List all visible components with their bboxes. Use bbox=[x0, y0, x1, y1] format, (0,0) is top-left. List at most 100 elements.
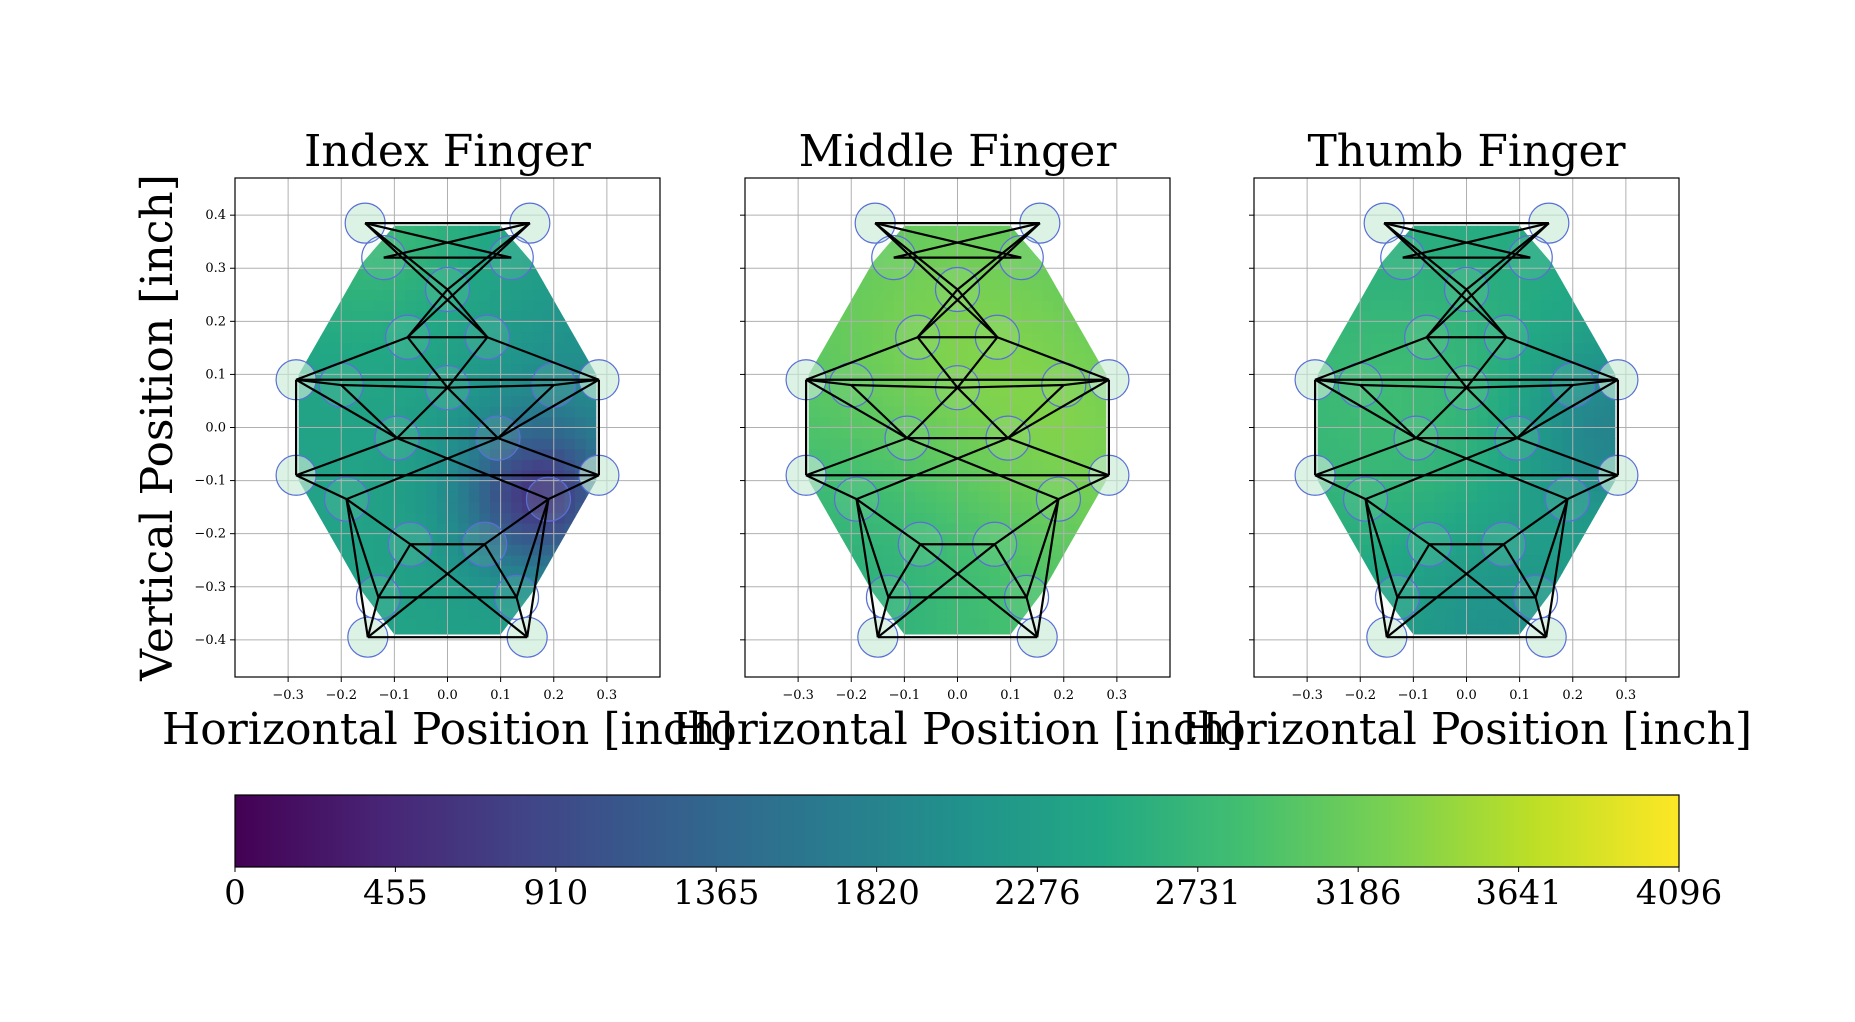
heatmap-cell bbox=[1530, 321, 1542, 333]
heatmap-cell bbox=[1328, 565, 1340, 577]
heatmap-cell bbox=[596, 502, 607, 513]
heatmap-cell bbox=[362, 427, 374, 439]
truss-edge bbox=[345, 498, 411, 546]
heatmap-cell bbox=[830, 278, 842, 291]
heatmap-cell bbox=[298, 618, 300, 630]
heatmap-cell bbox=[1572, 310, 1584, 322]
heatmap-cell bbox=[1031, 523, 1044, 535]
heatmap-cell bbox=[1349, 300, 1361, 312]
heatmap-cell bbox=[1445, 523, 1457, 535]
heatmap-cell bbox=[309, 268, 321, 280]
heatmap-cell bbox=[1455, 225, 1468, 237]
heatmap-cell bbox=[1317, 257, 1329, 269]
heatmap-cell bbox=[543, 289, 555, 301]
heatmap-cell bbox=[298, 331, 310, 344]
heatmap-cell bbox=[1434, 629, 1446, 635]
heatmap-cell bbox=[1085, 427, 1097, 439]
heatmap-cell bbox=[1339, 512, 1351, 524]
heatmap-cell bbox=[521, 278, 534, 291]
heatmap-cell bbox=[383, 586, 395, 598]
heatmap-cell bbox=[1317, 289, 1329, 301]
heatmap-cell bbox=[490, 406, 502, 418]
heatmap-cell bbox=[426, 491, 438, 503]
heatmap-cell bbox=[596, 247, 607, 258]
heatmap-cell bbox=[904, 501, 916, 514]
heatmap-cell bbox=[1594, 300, 1606, 312]
heatmap-cell bbox=[1031, 289, 1044, 301]
heatmap-cell bbox=[298, 427, 310, 439]
heatmap-cell bbox=[957, 225, 969, 227]
heatmap-cell bbox=[1424, 629, 1436, 635]
heatmap-cell bbox=[1381, 459, 1393, 471]
heatmap-cell bbox=[1434, 225, 1446, 227]
heatmap-cell bbox=[564, 607, 576, 620]
heatmap-cell bbox=[309, 586, 321, 598]
truss-edge bbox=[1425, 288, 1468, 338]
heatmap-cell bbox=[1509, 300, 1521, 312]
heatmap-cell bbox=[458, 586, 470, 598]
truss-edge bbox=[994, 498, 1060, 546]
heatmap-cell bbox=[575, 586, 587, 598]
heatmap-cell bbox=[936, 576, 948, 588]
heatmap-cell bbox=[490, 607, 502, 620]
heatmap-cell bbox=[1434, 395, 1446, 407]
heatmap-cell bbox=[1498, 618, 1510, 630]
heatmap-cell bbox=[1530, 300, 1542, 312]
heatmap-cell bbox=[808, 321, 820, 333]
heatmap-cell bbox=[490, 289, 502, 301]
heatmap-cell bbox=[915, 278, 927, 291]
heatmap-cell bbox=[883, 523, 895, 535]
heatmap-cell bbox=[341, 342, 353, 354]
heatmap-cell bbox=[341, 289, 353, 301]
heatmap-cell bbox=[1106, 566, 1117, 577]
heatmap-cell bbox=[1392, 597, 1404, 609]
heatmap-cell bbox=[1519, 310, 1531, 322]
heatmap-cell bbox=[1466, 310, 1478, 322]
heatmap-cell bbox=[1445, 629, 1457, 635]
heatmap-cell bbox=[819, 289, 831, 301]
heatmap-cell bbox=[1434, 480, 1446, 492]
heatmap-cell bbox=[1349, 406, 1361, 418]
heatmap-cell bbox=[1424, 257, 1436, 269]
heatmap-cell bbox=[373, 247, 385, 259]
heatmap-cell bbox=[1562, 395, 1574, 407]
heatmap-cell bbox=[957, 629, 969, 635]
heatmap-cell bbox=[1434, 353, 1446, 365]
heatmap-cell bbox=[1010, 353, 1022, 365]
heatmap-cell bbox=[1328, 607, 1340, 620]
heatmap-cell bbox=[989, 501, 1001, 514]
heatmap-cell bbox=[1477, 289, 1489, 301]
heatmap-cell bbox=[904, 225, 916, 227]
heatmap-cell bbox=[1021, 459, 1033, 471]
heatmap-cell bbox=[1487, 512, 1499, 524]
heatmap-cell bbox=[1594, 533, 1606, 545]
heatmap-cell bbox=[925, 586, 937, 598]
heatmap-cell bbox=[521, 544, 534, 556]
heatmap-cell bbox=[479, 268, 491, 280]
heatmap-cell bbox=[500, 331, 512, 344]
heatmap-cell bbox=[1498, 363, 1510, 376]
heatmap-cell bbox=[1317, 597, 1329, 609]
heatmap-cell bbox=[989, 300, 1001, 312]
heatmap-cell bbox=[830, 618, 842, 630]
heatmap-cell bbox=[298, 247, 300, 259]
heatmap-cell bbox=[341, 491, 353, 503]
heatmap-cell bbox=[1339, 491, 1351, 503]
heatmap-cell bbox=[330, 597, 342, 609]
heatmap-cell bbox=[351, 533, 364, 545]
truss-edge bbox=[850, 384, 908, 439]
heatmap-cell bbox=[447, 225, 459, 227]
heatmap-cell bbox=[904, 607, 916, 620]
heatmap-cell bbox=[1000, 427, 1012, 439]
heatmap-cell bbox=[426, 565, 438, 577]
heatmap-cell bbox=[1572, 554, 1584, 567]
heatmap-cell bbox=[808, 342, 810, 354]
heatmap-cell bbox=[320, 289, 332, 301]
heatmap-cell bbox=[1085, 607, 1097, 620]
heatmap-cell bbox=[1604, 247, 1616, 259]
heatmap-cell bbox=[405, 491, 417, 503]
heatmap-cell bbox=[1572, 289, 1584, 301]
heatmap-cell bbox=[320, 225, 332, 227]
heatmap-cell bbox=[447, 629, 459, 635]
heatmap-cell bbox=[1530, 395, 1542, 407]
